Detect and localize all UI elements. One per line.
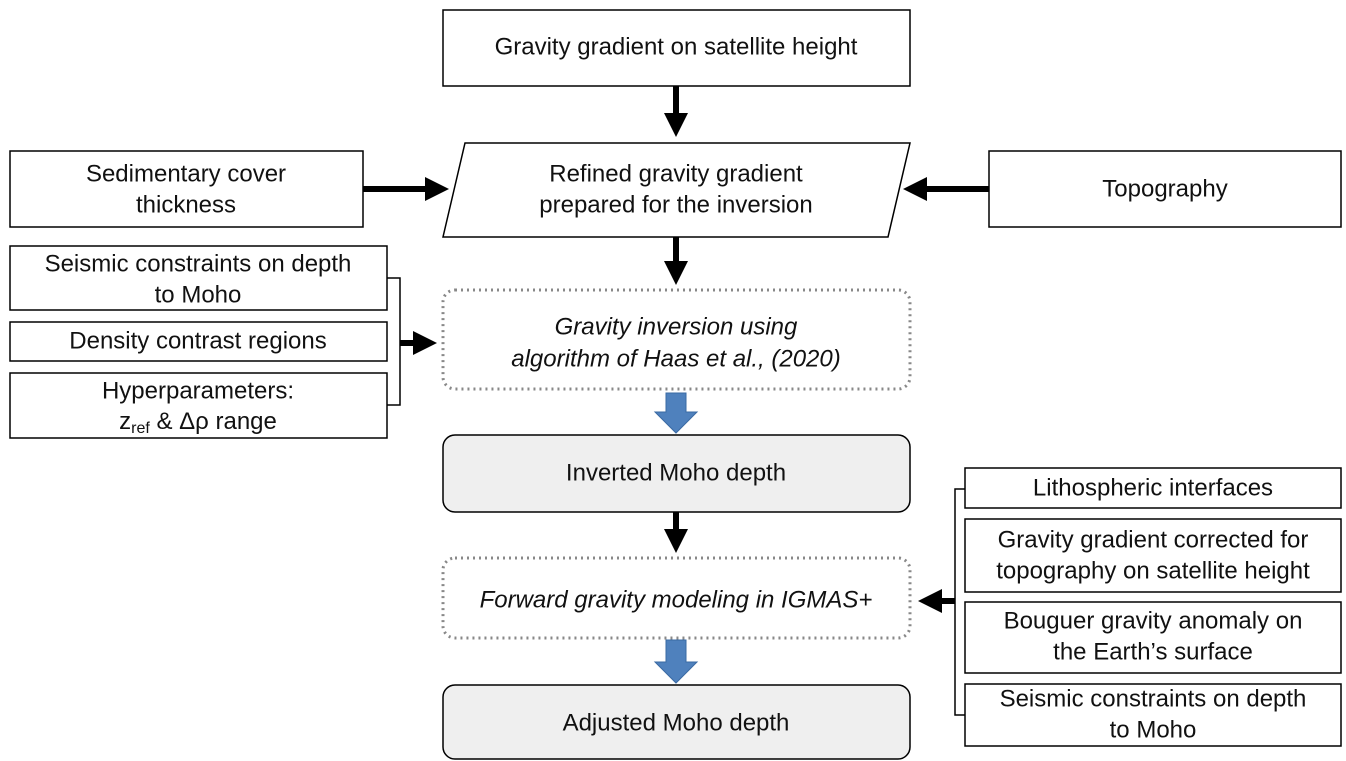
result-box bbox=[442, 684, 911, 760]
label: Lithospheric interfaces bbox=[1033, 474, 1273, 501]
label: to Moho bbox=[1110, 716, 1197, 743]
label: prepared for the inversion bbox=[539, 191, 813, 218]
label: Topography bbox=[1102, 175, 1227, 202]
label: Seismic constraints on depth bbox=[45, 250, 352, 277]
label: Forward gravity modeling in IGMAS+ bbox=[480, 586, 873, 613]
label: Adjusted Moho depth bbox=[563, 709, 790, 736]
box bbox=[442, 9, 911, 87]
label: Seismic constraints on depth bbox=[1000, 685, 1307, 712]
label: Hyperparameters: bbox=[102, 377, 294, 404]
box bbox=[964, 518, 1342, 593]
label: Bouguer gravity anomaly on bbox=[1004, 607, 1303, 634]
box bbox=[964, 601, 1342, 674]
process-box bbox=[441, 556, 912, 640]
label-part: & Δρ range bbox=[150, 408, 277, 435]
labels: Gravity gradient on satellite height Ref… bbox=[45, 33, 1311, 743]
label: to Moho bbox=[155, 281, 242, 308]
label: thickness bbox=[136, 191, 236, 218]
label: zref & Δρ range bbox=[119, 408, 277, 437]
box bbox=[9, 321, 388, 362]
label: Inverted Moho depth bbox=[566, 459, 786, 486]
label: topography on satellite height bbox=[996, 557, 1310, 584]
parallelogram bbox=[442, 142, 911, 238]
box bbox=[9, 372, 388, 439]
label: Refined gravity gradient bbox=[549, 160, 803, 187]
block-arrow bbox=[653, 639, 699, 684]
bracket bbox=[387, 277, 401, 406]
label: algorithm of Haas et al., (2020) bbox=[511, 345, 841, 372]
box bbox=[964, 683, 1342, 747]
box bbox=[9, 245, 388, 311]
label: Gravity gradient on satellite height bbox=[495, 33, 858, 60]
label-part: z bbox=[119, 408, 131, 435]
label: Gravity inversion using bbox=[555, 313, 798, 340]
label: Density contrast regions bbox=[69, 327, 326, 354]
label: the Earth’s surface bbox=[1053, 638, 1253, 665]
label: Gravity gradient corrected for bbox=[998, 526, 1309, 553]
shapes bbox=[9, 9, 1342, 760]
box bbox=[9, 150, 364, 228]
label: Sedimentary cover bbox=[86, 160, 286, 187]
box bbox=[964, 467, 1342, 509]
process-box bbox=[441, 288, 912, 391]
box bbox=[988, 150, 1342, 228]
block-arrow bbox=[653, 392, 699, 434]
bracket bbox=[954, 488, 965, 716]
subscript: ref bbox=[131, 420, 150, 437]
